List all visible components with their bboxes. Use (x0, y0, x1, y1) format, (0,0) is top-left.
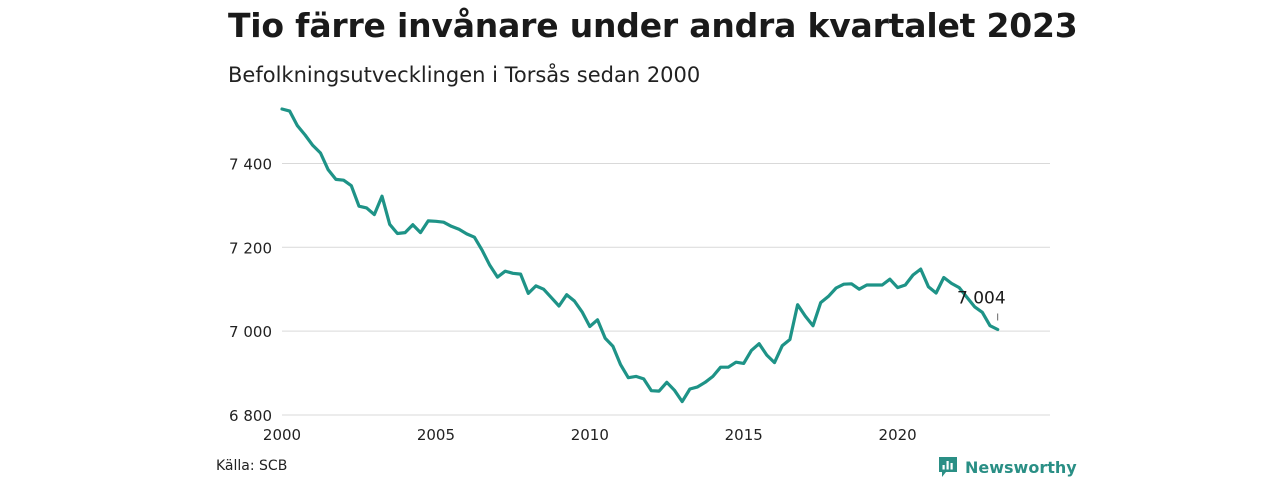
gridlines (282, 162, 1050, 416)
chart-title: Tio färre invånare under andra kvartalet… (228, 6, 1078, 45)
y-tick-label: 7 200 (229, 239, 272, 257)
x-tick-label: 2000 (263, 426, 301, 444)
series-line (280, 107, 1000, 404)
x-tick-label: 2020 (879, 426, 917, 444)
source-note: Källa: SCB (216, 458, 288, 474)
brand-logo[interactable]: Newsworthy (938, 456, 1077, 478)
y-tick-label: 7 000 (229, 323, 272, 341)
x-tick-label: 2015 (725, 426, 763, 444)
chart-subtitle: Befolkningsutvecklingen i Torsås sedan 2… (228, 63, 701, 87)
brand-name: Newsworthy (965, 457, 1077, 477)
series-layer (280, 107, 1000, 404)
y-axis-ticks: 6 800 7 000 7 200 7 400 (229, 155, 272, 425)
y-tick-label: 7 400 (229, 155, 272, 173)
annotation-layer: 7 004 (957, 288, 1006, 321)
newsworthy-logo-icon (939, 457, 957, 477)
last-value-label: 7 004 (957, 288, 1006, 308)
x-tick-label: 2010 (571, 426, 609, 444)
x-tick-label: 2005 (417, 426, 455, 444)
x-axis-ticks: 2000 2005 2010 2015 2020 (263, 426, 917, 444)
y-tick-label: 6 800 (229, 407, 272, 425)
